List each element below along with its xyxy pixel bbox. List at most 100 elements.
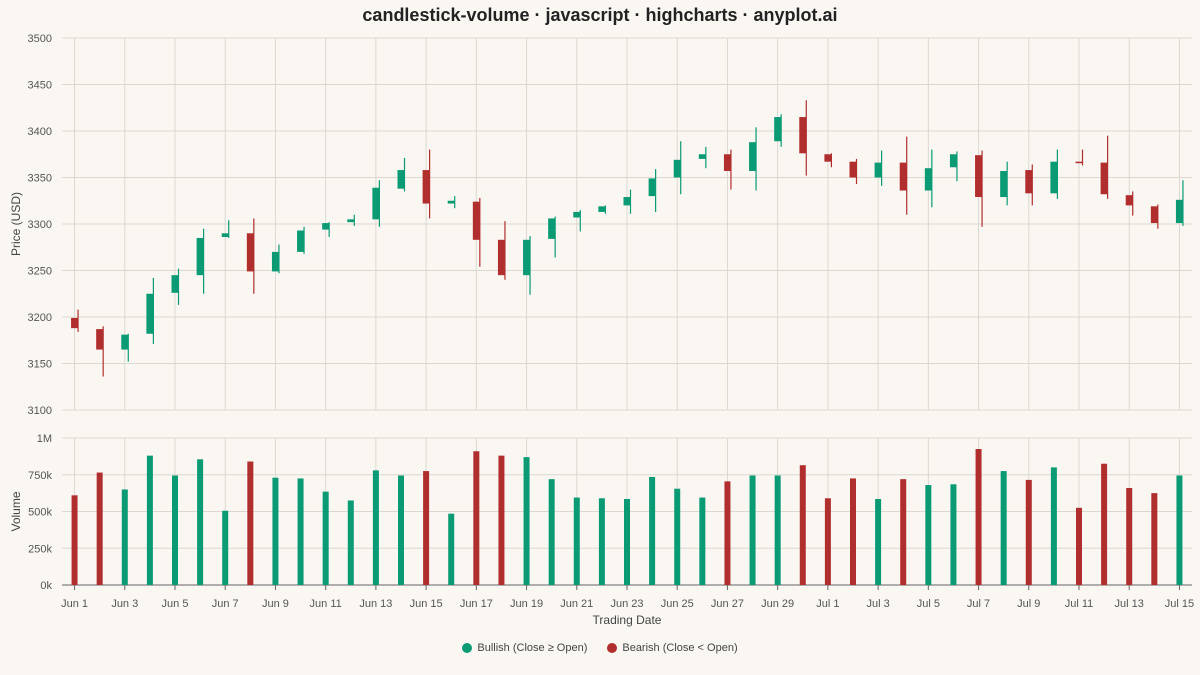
- volume-bar: [900, 479, 907, 585]
- volume-bar: [749, 475, 756, 585]
- volume-bar: [423, 471, 430, 585]
- legend-swatch-bullish: [462, 643, 473, 653]
- candle-body: [1125, 195, 1133, 206]
- x-tick-label: Jun 27: [711, 598, 744, 610]
- candle: [523, 236, 531, 295]
- candle-body: [749, 142, 757, 171]
- volume-bar: [71, 495, 78, 585]
- candle: [799, 100, 807, 176]
- volume-bar: [523, 457, 530, 585]
- volume-bar: [774, 475, 781, 585]
- x-tick-label: Jul 13: [1115, 598, 1144, 610]
- candle-body: [849, 161, 857, 178]
- candle: [221, 220, 230, 238]
- price-tick-label: 3200: [28, 312, 52, 324]
- candle: [623, 189, 632, 214]
- volume-bar: [724, 481, 731, 585]
- candle-body: [774, 117, 782, 142]
- x-tick-label: Jun 29: [761, 598, 794, 610]
- candle-body: [1100, 162, 1108, 195]
- x-tick-label: Jun 25: [661, 598, 694, 610]
- candle: [673, 141, 682, 195]
- candle: [171, 268, 180, 305]
- volume-bar: [1151, 493, 1158, 585]
- legend-item-bullish[interactable]: Bullish (Close ≥ Open): [462, 642, 587, 654]
- volume-bar: [1076, 507, 1082, 585]
- candle-body: [447, 200, 455, 204]
- candle: [1100, 135, 1109, 199]
- candle: [1175, 180, 1184, 226]
- candle-body: [874, 162, 882, 178]
- candle-body: [673, 159, 681, 178]
- volume-axis-title: Volume: [9, 491, 23, 531]
- candle: [322, 222, 330, 238]
- candle: [246, 218, 255, 294]
- volume-bar: [297, 478, 304, 585]
- candle-body: [196, 237, 204, 276]
- candle: [774, 114, 782, 147]
- volume-bar: [398, 475, 404, 585]
- volume-bar: [598, 498, 605, 585]
- price-tick-label: 3150: [28, 359, 52, 371]
- candle: [146, 277, 154, 344]
- candle-body: [523, 239, 531, 276]
- candle-body: [1025, 170, 1033, 194]
- x-tick-label: Jul 11: [1065, 598, 1094, 610]
- volume-bar: [272, 477, 279, 585]
- candle: [975, 150, 983, 227]
- x-tick-label: Jun 5: [162, 598, 189, 610]
- x-tick-label: Jul 1: [816, 598, 839, 610]
- candle: [271, 244, 280, 274]
- candle-body: [96, 329, 104, 350]
- candle-body: [146, 293, 154, 334]
- candle: [648, 169, 657, 212]
- candle-body: [824, 154, 832, 162]
- volume-bar: [875, 499, 882, 585]
- volume-bar: [121, 489, 128, 585]
- candle: [698, 146, 707, 169]
- volume-tick-label: 0k: [40, 580, 52, 592]
- candle: [397, 157, 406, 192]
- candle-body: [975, 155, 983, 198]
- volume-bar: [247, 461, 254, 585]
- volume-bar: [1000, 471, 1007, 585]
- volume-bar: [197, 459, 204, 585]
- candle: [1125, 191, 1134, 216]
- candle-body: [1000, 170, 1008, 198]
- volume-bar: [448, 513, 455, 585]
- volume-tick-label: 1M: [37, 433, 52, 445]
- candle-body: [924, 168, 932, 191]
- candle: [749, 127, 757, 191]
- candle: [372, 180, 380, 227]
- candle: [949, 151, 958, 182]
- candle-body: [1175, 199, 1183, 224]
- x-tick-label: Jun 17: [460, 598, 493, 610]
- candle-body: [171, 275, 179, 293]
- candle: [497, 221, 506, 280]
- x-tick-label: Jun 13: [359, 598, 392, 610]
- candle-body: [497, 239, 505, 276]
- candle-body: [799, 117, 807, 154]
- candle: [96, 326, 104, 377]
- candle: [297, 226, 305, 254]
- volume-bar: [322, 491, 329, 585]
- candle-body: [121, 334, 129, 350]
- x-tick-label: Jul 7: [967, 598, 990, 610]
- volume-bar: [975, 449, 982, 585]
- legend-item-bearish[interactable]: Bearish (Close < Open): [607, 642, 738, 654]
- candle-body: [723, 154, 731, 171]
- candle: [1025, 164, 1033, 206]
- candle: [824, 153, 832, 168]
- volume-bar: [498, 455, 505, 585]
- candle: [598, 205, 606, 214]
- candle-body: [648, 178, 656, 197]
- volume-bar: [699, 497, 706, 585]
- candle-body: [949, 154, 957, 168]
- price-tick-label: 3250: [28, 266, 52, 278]
- volume-bar: [1050, 467, 1057, 585]
- volume-bar: [1176, 475, 1183, 585]
- candle: [1000, 161, 1008, 206]
- x-tick-label: Jun 1: [61, 598, 88, 610]
- volume-tick-label: 500k: [28, 507, 52, 519]
